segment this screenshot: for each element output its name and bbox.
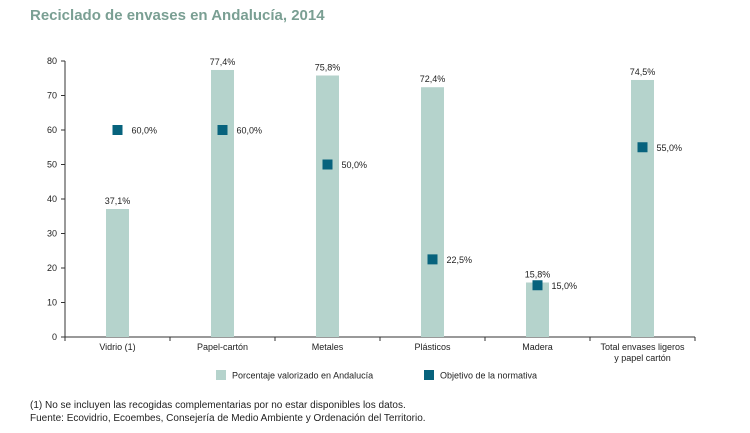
y-tick-label: 80	[47, 56, 57, 66]
marker-series: 60,0% 60,0% 50,0% 22,5% 15,0% 55,0%	[112, 125, 683, 291]
target-value-label: 55,0%	[657, 143, 683, 153]
y-tick-label: 40	[47, 194, 57, 204]
bar	[316, 75, 339, 338]
bar	[106, 209, 129, 337]
source-note: Fuente: Ecovidrio, Ecoembes, Consejería …	[30, 413, 426, 424]
legend-swatch-bar	[216, 370, 226, 380]
y-tick-label: 30	[47, 229, 57, 239]
target-marker	[217, 125, 228, 135]
target-value-label: 60,0%	[237, 126, 263, 136]
target-marker	[637, 142, 648, 153]
bar-value-label: 74,5%	[630, 67, 656, 77]
legend: Porcentaje valorizado en Andalucía Objeti…	[216, 370, 537, 381]
legend-label-marker: Objetivo de la normativa	[440, 371, 537, 381]
x-category-label: Madera	[522, 342, 553, 352]
y-tick-label: 0	[52, 332, 57, 342]
bar	[526, 282, 549, 337]
target-marker	[112, 125, 123, 135]
target-marker	[532, 280, 543, 291]
y-axis: 0 10 20 30 40 50 60 70 80	[47, 56, 696, 342]
target-value-label: 15,0%	[552, 281, 578, 291]
y-tick-label: 50	[47, 160, 57, 170]
x-category-label: Total envases ligeros y papel cartón	[600, 342, 685, 363]
target-marker	[322, 159, 333, 170]
target-value-label: 60,0%	[132, 126, 158, 136]
x-category-label: Vidrio (1)	[99, 342, 135, 352]
y-tick-label: 60	[47, 125, 57, 135]
bar-value-label: 72,4%	[420, 74, 446, 84]
bar-value-label: 77,4%	[210, 57, 236, 67]
x-category-label: Metales	[312, 342, 344, 352]
footnote: (1) No se incluyen las recogidas complem…	[30, 400, 406, 411]
legend-swatch-marker	[424, 370, 434, 380]
bar-series: 37,1% 77,4% 75,8% 72,4% 15,8% 74,5%	[105, 57, 656, 338]
y-tick-label: 20	[47, 263, 57, 273]
x-category-label: Plásticos	[414, 342, 451, 352]
y-tick-label: 10	[47, 298, 57, 308]
bar	[211, 69, 234, 337]
bar	[421, 87, 444, 337]
bar	[631, 79, 654, 337]
x-axis: Vidrio (1) Papel-cartón Metales Plásticos Ma…	[99, 342, 685, 363]
target-value-label: 50,0%	[342, 160, 368, 170]
bar-value-label: 75,8%	[315, 62, 341, 72]
target-value-label: 22,5%	[447, 255, 473, 265]
target-marker	[427, 254, 438, 265]
bar-value-label: 15,8%	[525, 269, 551, 279]
chart-title: Reciclado de envases en Andalucía, 2014	[30, 7, 325, 24]
y-tick-label: 70	[47, 91, 57, 101]
legend-label-bar: Porcentaje valorizado en Andalucía	[232, 371, 373, 381]
x-category-label: Papel-cartón	[197, 342, 248, 352]
bar-value-label: 37,1%	[105, 196, 131, 206]
